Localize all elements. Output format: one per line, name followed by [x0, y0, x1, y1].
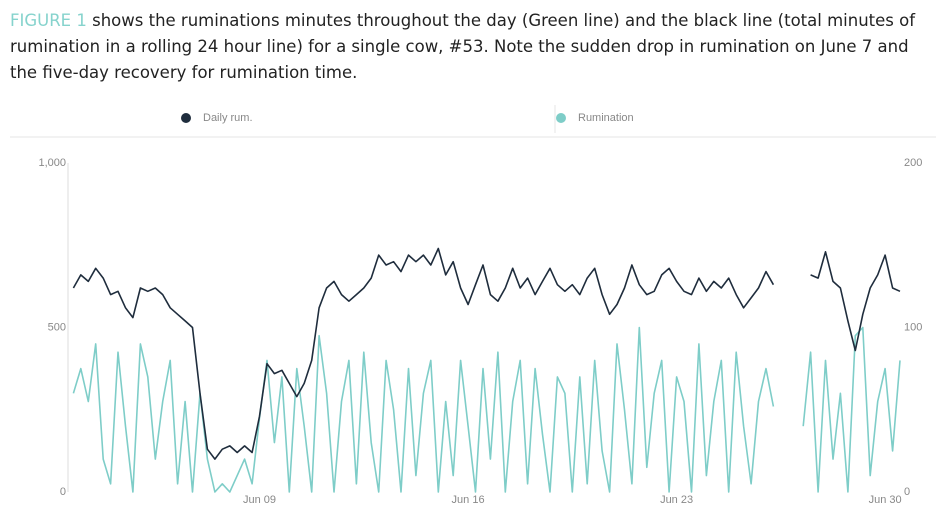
y2-tick-label: 0 — [904, 486, 910, 498]
y-tick-label: 0 — [60, 486, 66, 498]
caption: FIGURE 1 shows the ruminations minutes t… — [10, 8, 925, 86]
series-line — [72, 247, 901, 460]
y-tick-label: 500 — [48, 321, 66, 333]
series-line — [72, 326, 901, 493]
x-tick-label: Jun 09 — [243, 494, 276, 506]
legend-swatch — [556, 113, 566, 123]
legend-swatch — [181, 113, 191, 123]
y2-tick-label: 200 — [904, 157, 922, 169]
x-tick-label: Jun 30 — [869, 494, 902, 506]
x-tick-label: Jun 16 — [452, 494, 485, 506]
x-tick-label: Jun 23 — [660, 494, 693, 506]
legend-label: Daily rum. — [203, 112, 253, 124]
y2-tick-label: 100 — [904, 321, 922, 333]
figure-label: FIGURE 1 — [10, 11, 87, 30]
legend-label: Rumination — [578, 112, 634, 124]
caption-text: shows the ruminations minutes throughout… — [10, 11, 916, 82]
y-tick-label: 1,000 — [38, 157, 66, 169]
